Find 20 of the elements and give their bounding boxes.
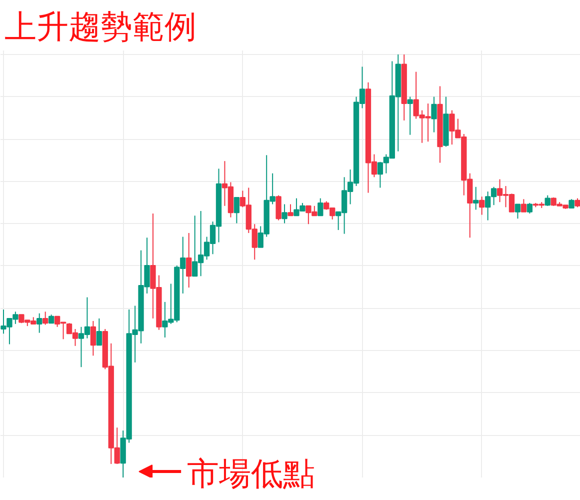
annotation: 市場低點 [187,454,316,493]
candlestick [282,204,288,224]
candlestick [42,311,48,326]
candlestick [431,96,437,133]
candlestick [36,312,42,334]
candlestick [276,194,282,221]
chart-title: 上升趨勢範例 [4,8,196,46]
candlestick [514,204,521,220]
candlestick [407,96,413,136]
candlestick [186,232,192,288]
candlestick [318,198,324,216]
candlestick [288,204,294,216]
candlestick [90,320,96,356]
candlestick [96,318,102,346]
candlestick [520,198,527,212]
candlestick [473,186,479,210]
candlestick [526,202,533,214]
candlestick [544,194,550,206]
candlestick [234,196,240,224]
candlestick [479,196,485,216]
